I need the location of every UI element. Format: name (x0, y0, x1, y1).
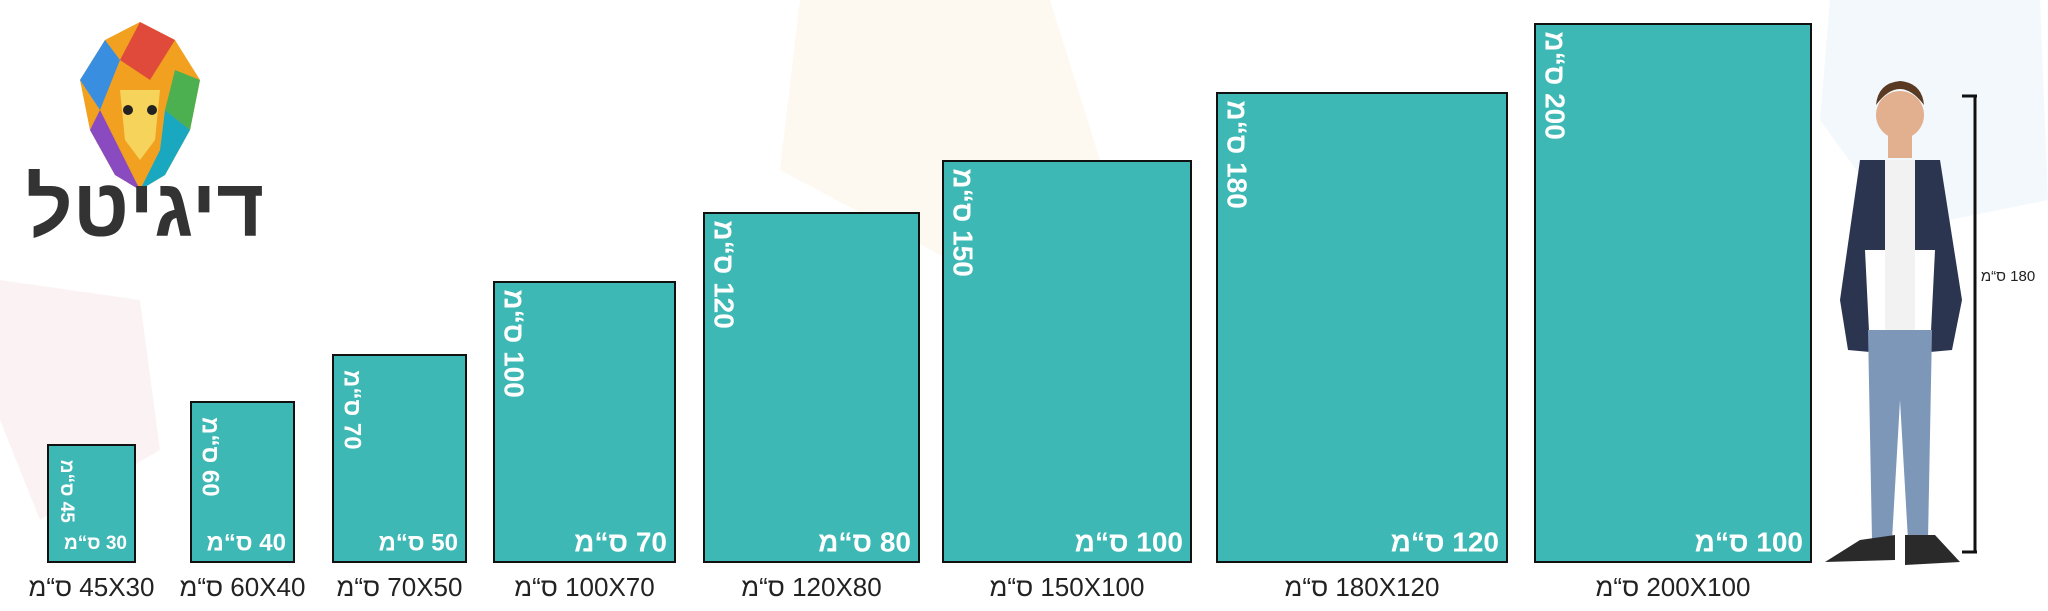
width-label: 100 ס“מ (1075, 526, 1183, 557)
size-caption: 70X50 ס“מ (337, 572, 463, 602)
height-label: 60 ס“מ (197, 417, 224, 497)
canvas-size (1216, 92, 1508, 563)
width-label: 40 ס“מ (206, 529, 286, 556)
canvas-size (47, 444, 136, 563)
size-caption: 120X80 ס“מ (741, 572, 881, 602)
width-label: 120 ס“מ (1391, 526, 1499, 557)
height-label: 100 ס“מ (499, 289, 530, 397)
height-label: 70 ס“מ (339, 370, 366, 450)
canvas-size (493, 281, 676, 563)
size-caption: 180X120 ס“מ (1285, 572, 1440, 602)
person (1825, 81, 1962, 565)
size-caption: 45X30 ס“מ (29, 572, 155, 602)
width-label: 70 ס“מ (574, 526, 667, 557)
size-caption: 200X100 ס“מ (1596, 572, 1751, 602)
canvas-size (190, 401, 295, 563)
width-label: 80 ס“מ (818, 526, 911, 557)
height-label: 180 ס“מ (1222, 100, 1253, 208)
logo-lion (80, 22, 200, 190)
size-caption: 100X70 ס“מ (514, 572, 654, 602)
height-label: 200 ס“מ (1540, 31, 1571, 139)
width-label: 50 ס“מ (378, 529, 458, 556)
watermark (0, 0, 2048, 520)
canvas-size (332, 354, 467, 563)
person-height-label: 180 ס“מ (1981, 268, 2035, 285)
height-label: 45 ס“מ (56, 460, 77, 523)
size-caption: 60X40 ס“מ (180, 572, 306, 602)
width-label: 30 ס“מ (64, 533, 127, 554)
canvas-size (1534, 23, 1812, 563)
height-label: 120 ס“מ (709, 220, 740, 328)
height-label: 150 ס“מ (948, 168, 979, 276)
canvas-size (942, 160, 1192, 563)
canvas-size (703, 212, 920, 563)
size-caption: 150X100 ס“מ (990, 572, 1145, 602)
width-label: 100 ס“מ (1695, 526, 1803, 557)
logo-text: דיגיטל (26, 163, 264, 254)
height-bracket (1962, 94, 1977, 554)
